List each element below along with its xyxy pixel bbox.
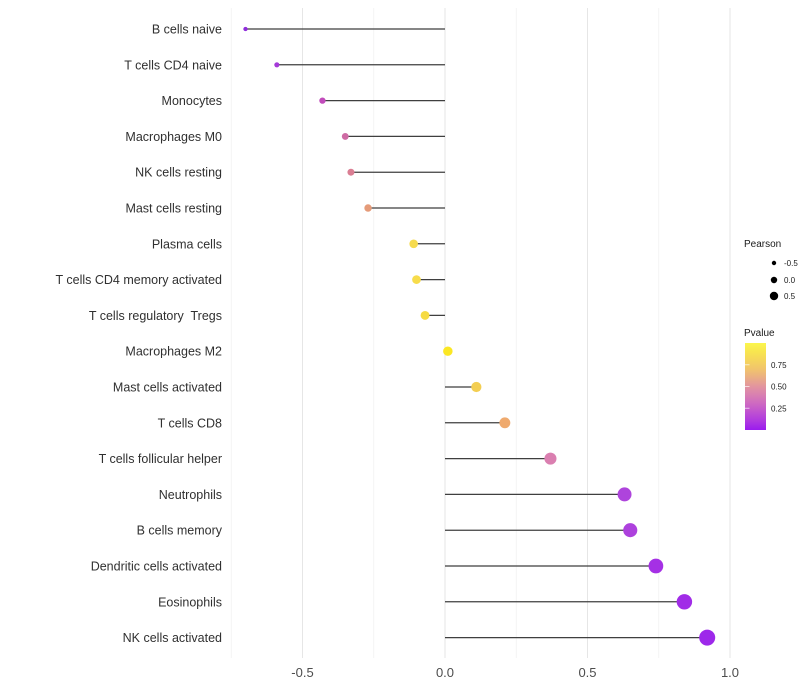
color-legend-label: 0.75 [771,361,787,370]
category-label: NK cells resting [135,166,222,180]
category-label: T cells CD4 naive [124,58,222,72]
lollipop-dot [617,487,632,502]
color-legend-label: 0.50 [771,383,787,392]
lollipop-dot [420,310,430,320]
lollipop-dot [699,629,716,646]
category-label: B cells memory [137,524,223,538]
lollipop-dot [319,97,326,104]
size-legend-title: Pearson [744,239,781,250]
lollipop-dot [676,594,693,610]
size-legend-label: 0.5 [784,292,796,301]
lollipop-dot [347,168,355,176]
x-tick-label: 1.0 [721,665,739,680]
category-label: T cells follicular helper [99,452,222,466]
x-tick-label: -0.5 [291,665,313,680]
size-legend-label: -0.5 [784,259,798,268]
pvalue-gradient-bar [745,343,766,430]
lollipop-dot [648,558,664,574]
lollipop-dot [409,239,418,249]
lollipop-dot [341,132,349,140]
category-label: T cells CD4 memory activated [56,273,223,287]
category-label: T cells regulatory Tregs [89,309,222,323]
category-label: Macrophages M0 [125,130,222,144]
category-label: Monocytes [162,94,222,108]
lollipop-dot [274,62,280,68]
category-label: Dendritic cells activated [91,560,222,574]
size-legend-dot [769,291,779,301]
lollipop-dot [471,381,482,393]
category-label: Mast cells resting [125,202,222,216]
category-label: Eosinophils [158,595,222,609]
lollipop-dot [544,452,557,465]
category-label: Neutrophils [159,488,222,502]
lollipop-dot [499,417,511,429]
size-legend-dot [771,260,777,266]
category-label: Plasma cells [152,237,222,251]
size-legend-label: 0.0 [784,276,796,285]
category-label: Mast cells activated [113,381,222,395]
color-legend-label: 0.25 [771,404,787,413]
size-legend-dot [770,276,778,284]
color-legend-title: Pvalue [744,328,775,339]
category-label: T cells CD8 [158,416,222,430]
lollipop-dot [412,275,421,284]
lollipop-dot [443,346,453,356]
category-label: NK cells activated [123,631,222,645]
x-tick-label: 0.5 [578,665,596,680]
category-label: B cells naive [152,23,222,37]
lollipop-dot [364,204,372,212]
category-label: Macrophages M2 [125,345,222,359]
lollipop-dot [623,523,638,538]
lollipop-dot [243,26,248,32]
x-tick-label: 0.0 [436,665,454,680]
